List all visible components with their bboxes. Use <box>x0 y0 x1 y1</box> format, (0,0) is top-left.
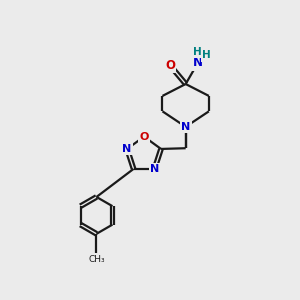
Text: N: N <box>122 144 132 154</box>
Text: O: O <box>140 132 149 142</box>
Text: CH₃: CH₃ <box>88 255 105 264</box>
Text: N: N <box>193 56 203 69</box>
Text: N: N <box>150 164 159 174</box>
Text: N: N <box>181 122 190 132</box>
Text: H: H <box>202 50 211 61</box>
Text: H: H <box>194 46 202 57</box>
Text: O: O <box>165 59 175 72</box>
